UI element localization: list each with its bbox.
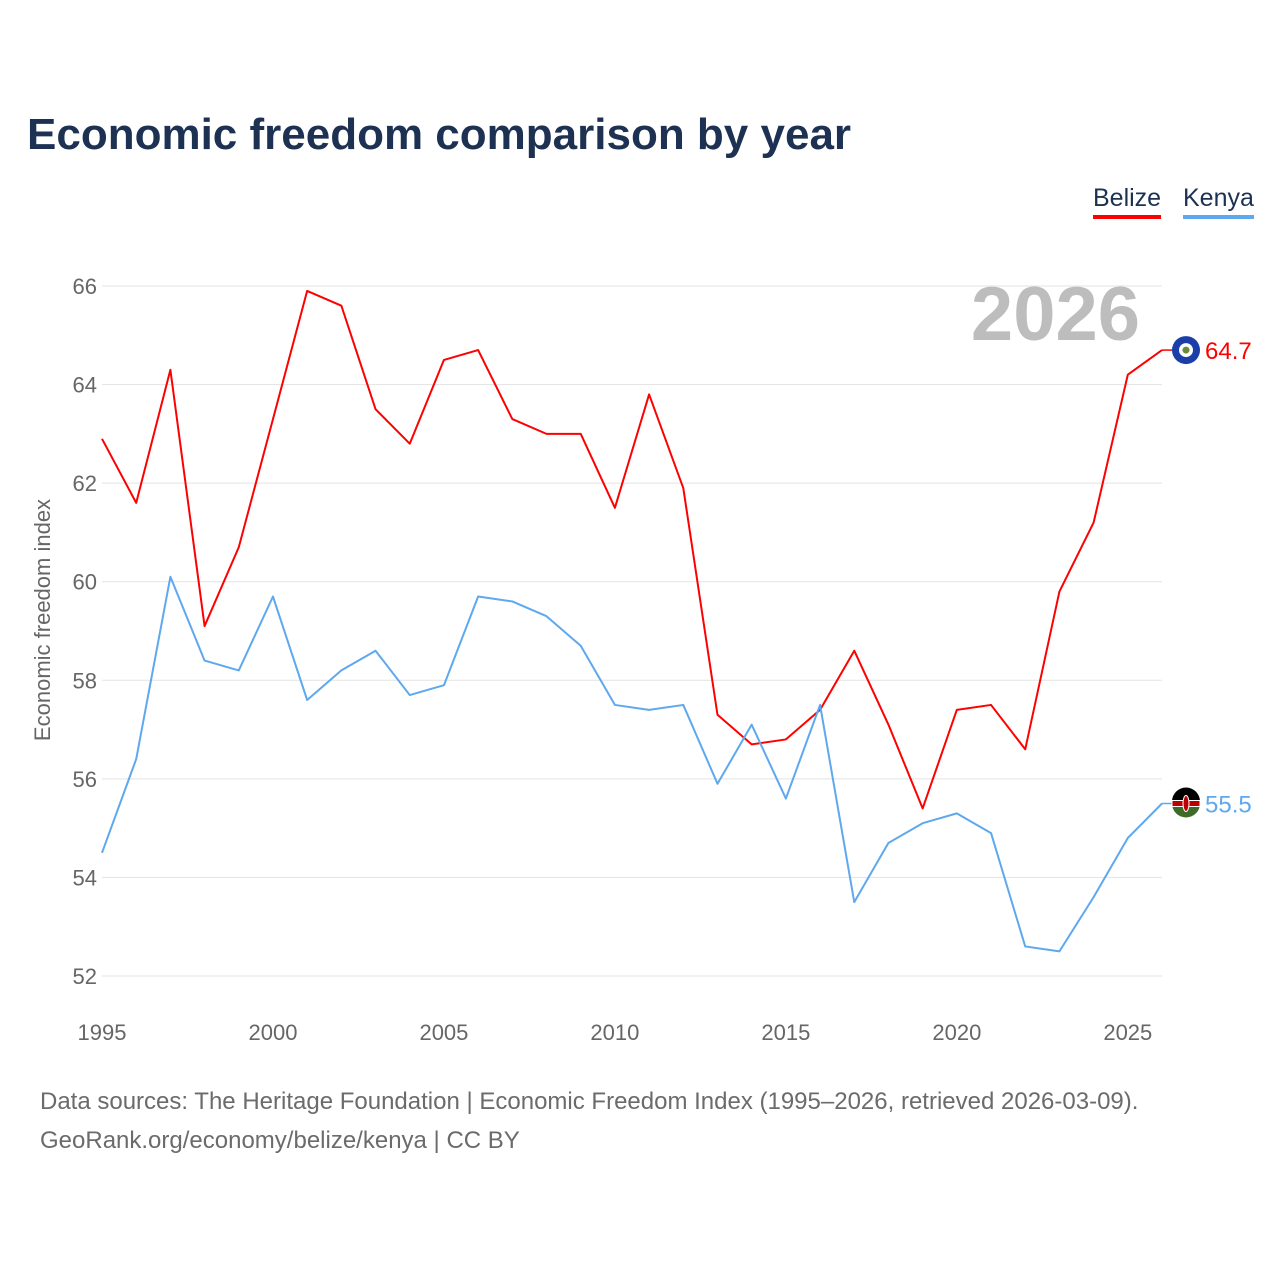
x-tick-label: 2025 xyxy=(1103,1020,1152,1045)
y-tick-label: 56 xyxy=(73,767,97,792)
x-tick-label: 1995 xyxy=(78,1020,127,1045)
legend-belize[interactable]: Belize xyxy=(1093,184,1162,219)
x-tick-label: 2000 xyxy=(248,1020,297,1045)
y-axis-label: Economic freedom index xyxy=(30,499,55,741)
kenya-flag-black xyxy=(1172,787,1200,802)
line-chart: 52 54 56 58 60 62 64 66 1995 2000 2005 2010 2015 2020… xyxy=(30,272,1252,1045)
x-tick-label: 2015 xyxy=(761,1020,810,1045)
end-value-label: 55.5 xyxy=(1205,792,1252,819)
kenya-flag-shield xyxy=(1182,795,1190,812)
legend-kenya[interactable]: Kenya xyxy=(1183,184,1254,219)
belize-flag-emblem-center xyxy=(1182,346,1190,354)
year-watermark: 2026 xyxy=(971,272,1140,357)
y-tick-label: 60 xyxy=(73,570,97,595)
y-tick-label: 64 xyxy=(73,373,97,398)
y-tick-label: 58 xyxy=(73,668,97,693)
x-tick-label: 2010 xyxy=(590,1020,639,1045)
series-line-belize xyxy=(101,289,1163,810)
credit-link[interactable]: GeoRank.org/economy/belize/kenya | CC BY xyxy=(40,1127,520,1154)
series-line-kenya xyxy=(101,575,1163,953)
chart-title: Economic freedom comparison by year xyxy=(27,110,852,159)
y-tick-label: 52 xyxy=(73,964,97,989)
y-tick-label: 62 xyxy=(73,471,97,496)
data-sources: Data sources: The Heritage Foundation | … xyxy=(40,1088,1139,1115)
y-tick-label: 66 xyxy=(73,274,97,299)
end-value-label: 64.7 xyxy=(1205,338,1252,365)
x-tick-label: 2005 xyxy=(419,1020,468,1045)
y-tick-label: 54 xyxy=(73,865,97,890)
x-tick-label: 2020 xyxy=(932,1020,981,1045)
